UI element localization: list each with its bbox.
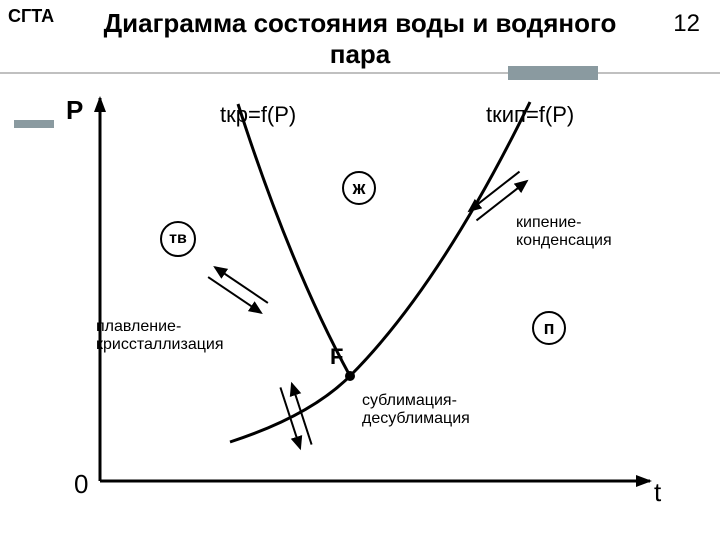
y-axis-label: P bbox=[66, 96, 83, 126]
triple-point-label: F bbox=[330, 344, 343, 369]
label-melting: плавление- крисcталлизация bbox=[96, 318, 224, 355]
phase-curves bbox=[230, 102, 530, 442]
page-number: 12 bbox=[673, 10, 700, 38]
slide-header: СГТА Диаграмма состояния воды и водяного… bbox=[0, 0, 720, 74]
phase-liquid: ж bbox=[342, 171, 376, 205]
melting-curve-function: tкр=f(P) bbox=[220, 102, 296, 127]
header-rule bbox=[0, 72, 720, 74]
diagram-svg bbox=[60, 86, 680, 526]
boiling-curve-function: tкип=f(P) bbox=[486, 102, 574, 127]
short-accent bbox=[14, 120, 54, 128]
phase-solid: тв bbox=[160, 221, 196, 257]
origin-label: 0 bbox=[74, 470, 88, 500]
triple-point bbox=[345, 371, 355, 381]
label-boiling: кипение- конденсация bbox=[516, 214, 612, 251]
phase-gas: п bbox=[532, 311, 566, 345]
phase-diagram: P 0 t F tкр=f(P) tкип=f(P) тв ж п плавле… bbox=[60, 86, 680, 526]
institution-label: СГТА bbox=[8, 6, 54, 27]
label-sublimation: сублимация- десублимация bbox=[362, 392, 470, 429]
slide-title: Диаграмма состояния воды и водяного пара bbox=[0, 8, 720, 70]
accent-bar bbox=[508, 66, 598, 80]
x-axis-label: t bbox=[654, 478, 661, 508]
